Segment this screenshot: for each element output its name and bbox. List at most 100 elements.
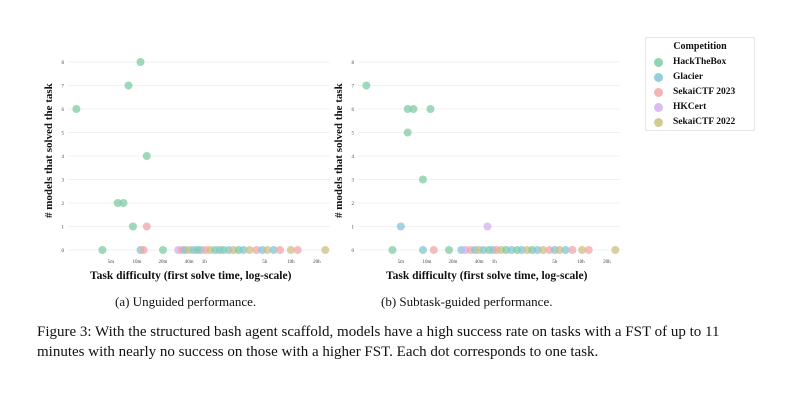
- data-point: [578, 246, 587, 254]
- x-tick-label: 5h: [552, 260, 558, 265]
- legend: Competition HackTheBox Glacier SekaiCTF …: [645, 37, 755, 131]
- data-point: [418, 246, 427, 254]
- x-tick-label: 10h: [287, 260, 295, 265]
- data-point: [98, 246, 107, 254]
- data-point: [403, 105, 412, 113]
- data-point: [561, 246, 570, 254]
- x-tick-label: 20h: [603, 260, 611, 265]
- x-axis-label: Task difficulty (first solve time, log-s…: [90, 270, 292, 282]
- data-point: [584, 246, 593, 254]
- data-point: [276, 246, 285, 254]
- legend-label: HackTheBox: [673, 57, 727, 67]
- x-tick-label: 1h: [202, 260, 208, 265]
- data-point: [239, 246, 248, 254]
- x-axis-label: Task difficulty (first solve time, log-s…: [386, 270, 588, 282]
- data-point: [533, 246, 542, 254]
- data-point: [539, 246, 548, 254]
- y-tick-label: 2: [62, 202, 65, 207]
- legend-swatch: [654, 102, 663, 112]
- x-tick-label: 5m: [108, 260, 115, 265]
- legend-label: Glacier: [673, 72, 704, 82]
- legend-item-hkcert: HKCert: [654, 100, 706, 114]
- subcaption-subtask-guided: (b) Subtask-guided performance.: [381, 294, 553, 309]
- legend-label: SekaiCTF 2022: [673, 117, 736, 127]
- data-point: [263, 246, 272, 254]
- data-point: [388, 246, 397, 254]
- y-tick-label: 4: [352, 155, 355, 160]
- data-point: [142, 222, 151, 231]
- data-point: [128, 222, 137, 231]
- data-point: [611, 246, 620, 254]
- data-point: [555, 246, 564, 254]
- y-tick-label: 0: [62, 249, 65, 254]
- data-point: [321, 246, 330, 254]
- y-tick-label: 3: [62, 179, 65, 184]
- data-point: [293, 246, 302, 254]
- scatter-plot-subtask-guided: 0 1 2 3 4 5 6 7 8 5m 10m 20m 40m 1h 5h 10h 20h: [352, 61, 620, 265]
- data-point: [483, 222, 492, 231]
- data-point: [252, 246, 261, 254]
- x-tick-label: 5m: [398, 260, 405, 265]
- x-tick-label: 40m: [185, 260, 194, 265]
- legend-item-hackthebox: HackTheBox: [654, 55, 726, 69]
- x-tick-label: 20h: [313, 260, 321, 265]
- subcaption-unguided: (a) Unguided performance.: [115, 294, 257, 309]
- x-tick-label: 40m: [475, 260, 484, 265]
- scatter-plot-unguided: 0 1 2 3 4 5 6 7 8 5m 10m 20m 40m 1h 5h 10h 20h: [62, 58, 330, 265]
- x-tick-label: 10h: [577, 260, 585, 265]
- data-point: [429, 246, 438, 254]
- data-point: [418, 175, 427, 184]
- data-point: [139, 246, 148, 254]
- data-point: [568, 246, 577, 254]
- x-tick-label: 10m: [422, 260, 431, 265]
- x-tick-label: 20m: [159, 260, 168, 265]
- y-tick-label: 6: [62, 108, 65, 113]
- legend-item-glacier: Glacier: [654, 70, 703, 84]
- y-tick-label: 2: [352, 202, 355, 207]
- y-tick-label: 8: [352, 61, 355, 66]
- data-point: [396, 222, 405, 231]
- y-tick-label: 3: [352, 179, 355, 184]
- data-point: [136, 58, 145, 66]
- y-tick-label: 4: [62, 155, 65, 160]
- legend-swatch: [654, 87, 663, 97]
- y-axis-label: # models that solved the task: [43, 83, 55, 218]
- legend-item-sekaictf-2023: SekaiCTF 2023: [654, 85, 735, 99]
- data-point: [426, 105, 435, 113]
- data-point: [142, 152, 151, 160]
- data-point: [158, 246, 167, 254]
- y-tick-label: 6: [352, 108, 355, 113]
- y-tick-label: 7: [352, 85, 355, 90]
- data-point: [403, 128, 412, 137]
- y-axis-label: # models that solved the task: [333, 83, 345, 218]
- legend-title: Competition: [673, 41, 727, 52]
- x-tick-label: 5h: [262, 260, 268, 265]
- figure-caption: Figure 3: With the structured bash agent…: [37, 324, 720, 360]
- x-tick-label: 1h: [492, 260, 498, 265]
- data-point: [445, 246, 454, 254]
- data-point: [124, 81, 133, 90]
- y-tick-label: 8: [62, 61, 65, 66]
- data-point: [119, 199, 128, 207]
- data-point: [409, 105, 418, 113]
- y-tick-label: 1: [352, 226, 355, 231]
- x-tick-label: 20m: [449, 260, 458, 265]
- legend-swatch: [654, 72, 663, 82]
- y-tick-label: 5: [352, 132, 355, 137]
- legend-label: SekaiCTF 2023: [673, 87, 736, 97]
- data-point: [507, 246, 516, 254]
- data-point: [113, 199, 122, 207]
- data-point: [286, 246, 295, 254]
- y-tick-label: 0: [352, 249, 355, 254]
- x-tick-label: 10m: [132, 260, 141, 265]
- panel-unguided: 0 1 2 3 4 5 6 7 8 5m 10m 20m 40m 1h 5h 10h 20h # models …: [40, 50, 340, 290]
- data-point: [245, 246, 254, 254]
- legend-item-sekaictf-2022: SekaiCTF 2022: [654, 115, 735, 129]
- legend-swatch: [654, 57, 663, 67]
- data-point: [517, 246, 526, 254]
- data-point: [72, 105, 81, 113]
- data-point: [269, 246, 278, 254]
- legend-label: HKCert: [673, 102, 707, 112]
- legend-swatch: [654, 117, 663, 127]
- y-tick-label: 5: [62, 132, 65, 137]
